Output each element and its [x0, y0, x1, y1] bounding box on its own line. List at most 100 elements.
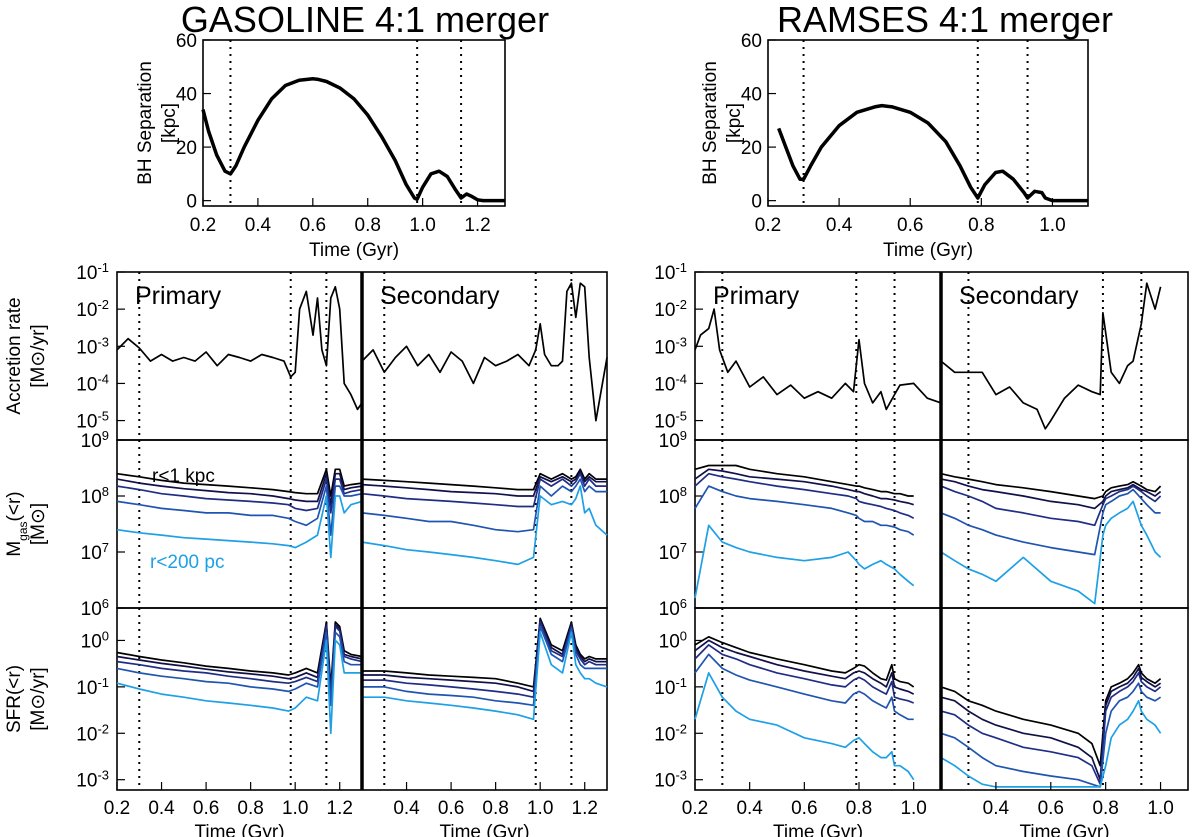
x-tick-label: 1.0: [282, 798, 308, 819]
y-tick-label: 20: [176, 138, 197, 159]
separation-curve: [777, 103, 1088, 203]
y-tick-label: 10-2: [76, 297, 109, 322]
annotation-r-1kpc: r<1 kpc: [152, 466, 215, 487]
y-tick-label: 10-3: [76, 334, 109, 359]
series-line-r-800-pc: [116, 472, 363, 506]
x-tick-label: 0.8: [968, 215, 994, 236]
y-tick-label: 10-1: [76, 674, 109, 699]
y-tick-label: 109: [659, 428, 687, 453]
x-tick-label: 0.4: [826, 215, 853, 236]
series-line-r-400-pc: [362, 625, 607, 707]
y-tick-label: 107: [659, 540, 687, 565]
x-tick-label: 0.2: [104, 798, 130, 819]
series-line-r-400-pc: [694, 653, 914, 721]
x-tick-label: 1.2: [464, 215, 490, 236]
y-tick-label: 10-1: [654, 674, 687, 699]
separation-panel-ramses: 0.2 0.4 0.6 0.8 1.0 0 20 40 60 Time (Gyr) BH Separ…: [700, 31, 1089, 261]
series-line-r-600-pc: [116, 625, 363, 699]
series-line-r-200-pc: [940, 500, 1162, 605]
y-axis-label: BH Separation: [135, 61, 156, 185]
x-tick-label: 1.0: [409, 215, 435, 236]
gas-mass-panel-ramses: 106 107 108 109: [659, 428, 1189, 621]
series-line-r-200-pc: [362, 631, 608, 721]
series-line-r-1-kpc: [362, 617, 607, 688]
y-axis-label: Mgas(<r): [4, 491, 30, 556]
x-tick-label: 0.2: [682, 798, 708, 819]
series-line-r-200-pc: [116, 495, 363, 559]
x-tick-label: 1.0: [1039, 215, 1065, 236]
y-axis-label: Accretion rate: [4, 297, 25, 414]
x-tick-label: 0.6: [300, 215, 326, 236]
series-line-r-1-kpc: [694, 635, 915, 688]
accretion-line: [361, 282, 608, 422]
y-tick-label: 100: [81, 628, 109, 653]
y-tick-label: 10-2: [654, 297, 687, 322]
series-line-r-400-pc: [116, 485, 363, 536]
x-tick-label: 1.0: [900, 798, 926, 819]
plot-frame: [202, 39, 506, 207]
y-tick-label: 10-2: [654, 721, 687, 746]
gas-mass-panel-gasoline: 106 107 108 109 Mgas(<r) [M⊙] r<1 kpc r<200 pc: [4, 428, 608, 621]
series-line-r-600-pc: [940, 672, 1162, 786]
accretion-line: [116, 285, 363, 411]
y-axis-label-units: [kpc]: [159, 103, 180, 143]
series-line-r-400-pc: [116, 631, 362, 707]
x-tick-label: 0.6: [791, 798, 817, 819]
y-axis-label-units: [M⊙/yr]: [28, 324, 49, 387]
x-tick-label: 0.8: [237, 798, 263, 819]
x-tick-label: 0.2: [190, 215, 216, 236]
y-tick-label: 100: [659, 628, 687, 653]
y-tick-label: 10-4: [76, 371, 109, 396]
x-tick-label: 1.0: [527, 798, 553, 819]
y-axis-label: SFR(<r): [4, 665, 25, 733]
separation-curve: [201, 77, 505, 203]
x-axis-label: Time (Gyr): [1019, 822, 1109, 837]
x-tick-label: 0.6: [897, 215, 923, 236]
series-line-r-200-pc: [694, 672, 915, 781]
separation-panel-gasoline: 0.2 0.4 0.6 0.8 1.0 1.2 0 20 40 60 Time (Gyr) BH Se…: [135, 31, 506, 261]
y-tick-label: 10-3: [76, 767, 109, 792]
series-line-r-400-pc: [940, 682, 1162, 788]
x-axis-label: Time (Gyr): [773, 822, 863, 837]
series-line-r-800-pc: [940, 478, 1162, 510]
series-line-r-800-pc: [940, 667, 1162, 781]
x-tick-label: 0.8: [355, 215, 381, 236]
series-line-r-600-pc: [940, 485, 1162, 527]
y-tick-label: 109: [81, 428, 109, 453]
series-line-r-800-pc: [694, 468, 914, 506]
series-line-r-400-pc: [940, 488, 1161, 556]
x-tick-label: 0.4: [245, 215, 272, 236]
x-tick-label: 0.4: [983, 798, 1010, 819]
x-tick-label: 0.6: [193, 798, 219, 819]
plot-frame: [767, 39, 1089, 207]
left-title: GASOLINE 4:1 merger: [181, 0, 549, 40]
subpanel-label-primary: Primary: [135, 282, 222, 310]
y-tick-label: 106: [659, 596, 687, 621]
series-line-r-1-kpc: [361, 468, 607, 491]
y-axis-label-units: [M⊙]: [28, 503, 49, 545]
y-tick-label: 10-3: [654, 767, 687, 792]
series-line-r-600-pc: [116, 478, 363, 514]
x-tick-label: 1.0: [1147, 798, 1173, 819]
series-line-r-400-pc: [694, 485, 915, 536]
x-tick-label: 0.4: [393, 798, 420, 819]
series-line-r-200-pc: [694, 524, 915, 599]
series-line-r-600-pc: [694, 472, 915, 520]
series-line-r-600-pc: [694, 644, 915, 704]
sfr-panel-ramses: 10-3 10-2 10-1 100 0.2 0.4 0.6 0.8 1.0 Time (Gyr)…: [654, 607, 1189, 837]
y-tick-label: 20: [741, 138, 762, 159]
x-axis-label: Time (Gyr): [194, 822, 284, 837]
y-tick-label: 0: [751, 192, 762, 213]
sfr-panel-gasoline: 10-3 10-2 10-1 100 0.2 0.4 0.6 0.8 1.0 1.2 Time (G…: [4, 607, 608, 837]
accretion-line: [940, 282, 1162, 430]
y-axis-label-units: [M⊙/yr]: [28, 667, 49, 730]
series-line-r-200-pc: [940, 699, 1162, 788]
series-line-r-800-pc: [116, 623, 363, 693]
y-tick-label: 106: [81, 596, 109, 621]
y-tick-label: 107: [81, 540, 109, 565]
x-tick-label: 1.2: [572, 798, 598, 819]
x-axis-label: Time (Gyr): [309, 240, 399, 261]
series-line-r-1-kpc: [116, 468, 363, 497]
